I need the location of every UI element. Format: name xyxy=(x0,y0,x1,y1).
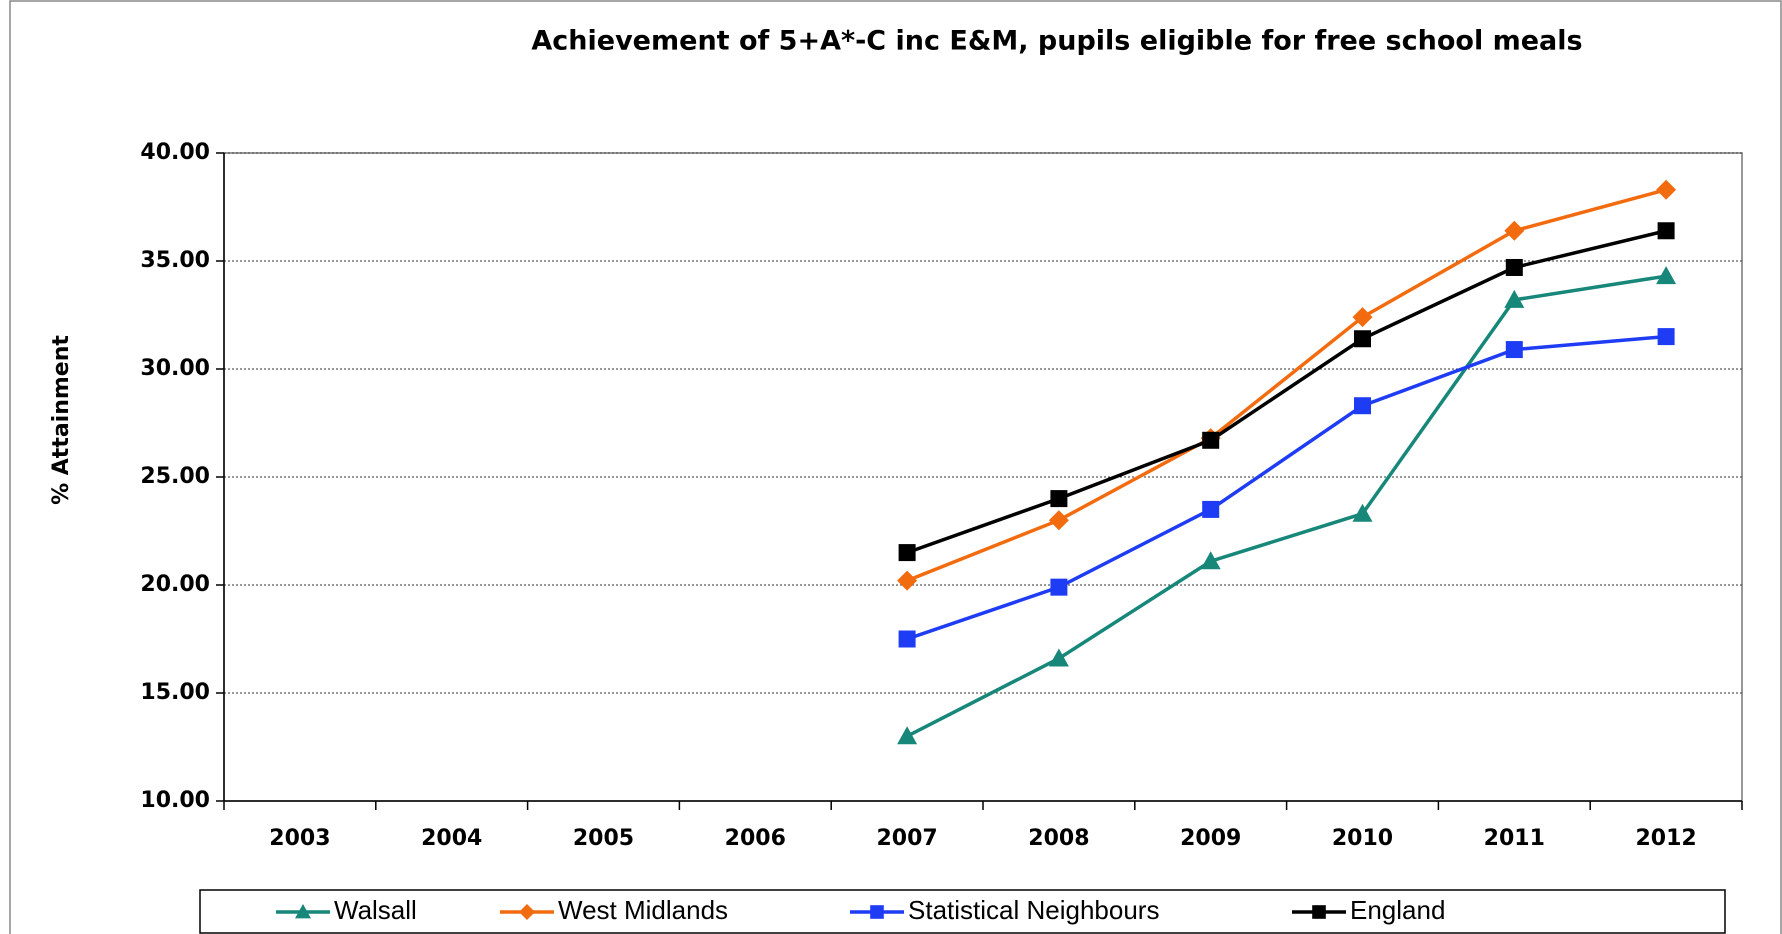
series-line xyxy=(906,188,1667,583)
legend-marker xyxy=(870,905,884,919)
data-point xyxy=(1505,258,1523,276)
data-point xyxy=(898,630,916,648)
data-point xyxy=(1352,503,1373,522)
data-point xyxy=(1657,222,1675,240)
series-line xyxy=(906,229,1667,555)
data-point xyxy=(1050,578,1068,596)
data-point xyxy=(1048,648,1069,667)
y-tick-label: 30.00 xyxy=(140,356,210,381)
y-tick-label: 15.00 xyxy=(140,680,210,705)
data-point xyxy=(1504,289,1525,308)
chart-title: Achievement of 5+A*-C inc E&M, pupils el… xyxy=(531,26,1582,57)
y-tick-label: 25.00 xyxy=(140,464,210,489)
legend-label: West Midlands xyxy=(558,895,728,925)
legend-label: England xyxy=(1350,895,1445,925)
plot-area xyxy=(223,152,1743,802)
y-tick-label: 40.00 xyxy=(140,140,210,165)
x-tick-label: 2005 xyxy=(573,826,634,851)
data-point xyxy=(1656,179,1677,200)
legend-marker xyxy=(1312,905,1326,919)
x-tick-label: 2012 xyxy=(1635,826,1696,851)
data-point xyxy=(1352,307,1373,328)
data-point xyxy=(1656,266,1677,285)
data-point xyxy=(1505,341,1523,359)
y-tick-label: 35.00 xyxy=(140,248,210,273)
x-tick-label: 2003 xyxy=(269,826,330,851)
legend-marker xyxy=(295,904,311,919)
x-tick-label: 2008 xyxy=(1028,826,1089,851)
y-tick-label: 10.00 xyxy=(140,788,210,813)
x-tick-label: 2007 xyxy=(876,826,937,851)
data-point xyxy=(1050,490,1068,508)
y-tick-label: 20.00 xyxy=(140,572,210,597)
series-line xyxy=(906,274,1667,738)
x-tick-label: 2004 xyxy=(421,826,482,851)
data-point xyxy=(897,570,918,591)
x-tick-label: 2010 xyxy=(1332,826,1393,851)
series-line xyxy=(906,334,1667,641)
data-point xyxy=(1048,510,1069,531)
data-point xyxy=(1202,500,1220,518)
data-point xyxy=(1504,220,1525,241)
y-axis-label: % Attainment xyxy=(49,335,74,505)
x-tick-label: 2011 xyxy=(1484,826,1545,851)
data-point xyxy=(1354,397,1371,415)
data-point xyxy=(897,726,918,745)
data-point xyxy=(1657,328,1675,346)
data-point xyxy=(1354,330,1371,348)
data-point xyxy=(898,544,916,562)
legend-marker xyxy=(519,904,535,920)
legend-label: Statistical Neighbours xyxy=(908,895,1159,925)
data-point xyxy=(1202,431,1220,449)
data-point xyxy=(1200,551,1221,570)
x-tick-label: 2006 xyxy=(725,826,786,851)
x-tick-label: 2009 xyxy=(1180,826,1241,851)
legend-box xyxy=(199,889,1726,934)
legend-label: Walsall xyxy=(334,895,417,925)
